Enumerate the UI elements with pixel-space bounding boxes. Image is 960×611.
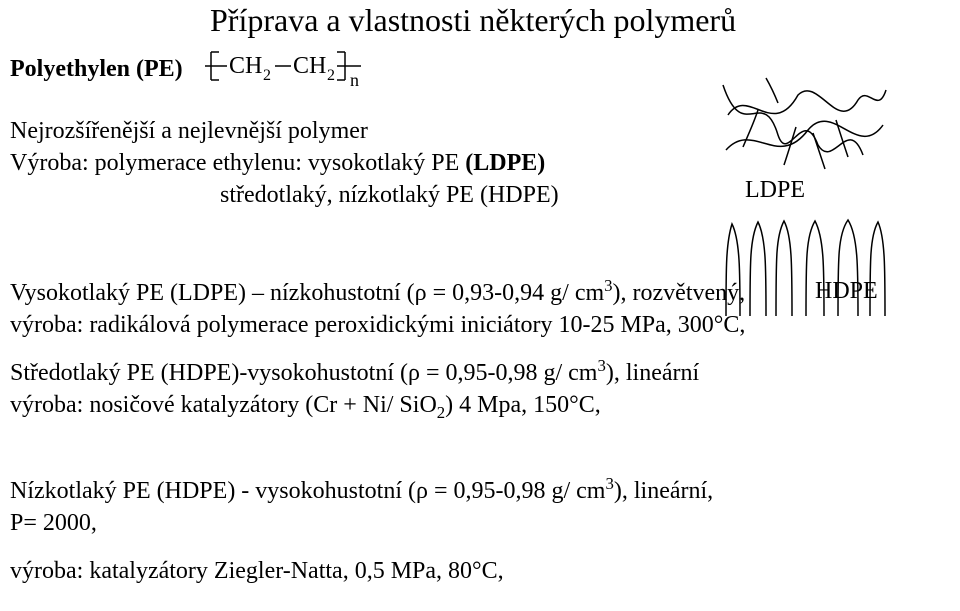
svg-text:CH: CH bbox=[229, 53, 262, 79]
block3-line2: P= 2000, bbox=[10, 510, 97, 537]
block2-l1-a: Středotlaký PE (HDPE)-vysokohustotní (ρ … bbox=[10, 360, 597, 386]
block3-l1-sup: 3 bbox=[605, 474, 613, 493]
intro-line-2-pre: Výroba: polymerace ethylenu: vysokotlaký… bbox=[10, 150, 465, 176]
svg-text:2: 2 bbox=[327, 67, 335, 84]
svg-text:n: n bbox=[350, 70, 359, 88]
intro-line-1: Nejrozšířenější a nejlevnější polymer bbox=[10, 118, 368, 145]
block1-line1: Vysokotlaký PE (LDPE) – nízkohustotní (ρ… bbox=[10, 280, 745, 307]
slide: Příprava a vlastnosti některých polymerů… bbox=[0, 0, 960, 611]
monomer-structure: CH 2 CH 2 n bbox=[205, 50, 375, 88]
block2-line2: výroba: nosičové katalyzátory (Cr + Ni/ … bbox=[10, 392, 601, 419]
intro-line-3: středotlaký, nízkotlaký PE (HDPE) bbox=[220, 182, 559, 209]
monomer-svg: CH 2 CH 2 n bbox=[205, 50, 375, 88]
block2-l1-b: ), lineární bbox=[606, 360, 699, 386]
pe-heading: Polyethylen (PE) bbox=[10, 56, 183, 83]
ldpe-diagram bbox=[718, 75, 888, 175]
block1-l1-a: Vysokotlaký PE (LDPE) – nízkohustotní (ρ… bbox=[10, 280, 604, 306]
intro-line-2-ldpe: (LDPE) bbox=[465, 150, 545, 176]
hdpe-label: HDPE bbox=[815, 278, 878, 305]
svg-text:2: 2 bbox=[263, 67, 271, 84]
block2-l2-sub: 2 bbox=[437, 403, 445, 422]
page-title: Příprava a vlastnosti některých polymerů bbox=[210, 2, 736, 39]
block1-l1-sup: 3 bbox=[604, 276, 612, 295]
block3-l1-b: ), lineární, bbox=[614, 478, 713, 504]
block2-l1-sup: 3 bbox=[597, 356, 605, 375]
intro-line-2: Výroba: polymerace ethylenu: vysokotlaký… bbox=[10, 150, 545, 177]
block2-line1: Středotlaký PE (HDPE)-vysokohustotní (ρ … bbox=[10, 360, 699, 387]
block2-l2-b: ) 4 Mpa, 150°C, bbox=[445, 392, 601, 418]
ldpe-label: LDPE bbox=[745, 177, 805, 204]
block3-l1-a: Nízkotlaký PE (HDPE) - vysokohustotní (ρ… bbox=[10, 478, 605, 504]
block3-line1: Nízkotlaký PE (HDPE) - vysokohustotní (ρ… bbox=[10, 478, 713, 505]
svg-text:CH: CH bbox=[293, 53, 326, 79]
block1-l1-b: ), rozvětvený, bbox=[613, 280, 746, 306]
block1-line2: výroba: radikálová polymerace peroxidick… bbox=[10, 312, 745, 339]
block3-line3: výroba: katalyzátory Ziegler-Natta, 0,5 … bbox=[10, 558, 504, 585]
block2-l2-a: výroba: nosičové katalyzátory (Cr + Ni/ … bbox=[10, 392, 437, 418]
